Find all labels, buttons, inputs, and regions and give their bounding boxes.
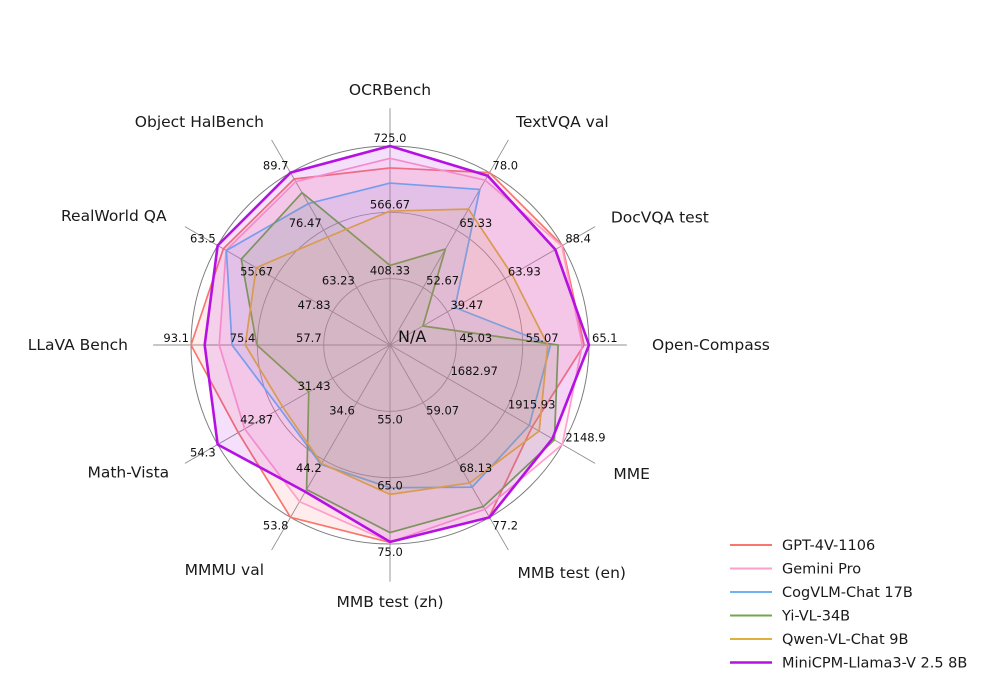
- tick-label: 45.03: [459, 331, 492, 345]
- tick-label: 88.4: [565, 232, 591, 246]
- series-fill: [241, 192, 559, 533]
- tick-label: 65.0: [377, 479, 403, 493]
- tick-label: 55.0: [377, 412, 403, 426]
- series-layer: [190, 144, 591, 544]
- tick-label: 65.1: [592, 331, 618, 345]
- series-cogvlm-chat-17b: [225, 182, 552, 489]
- tick-label: 89.7: [263, 159, 289, 173]
- legend: GPT-4V-1106 Gemini Pro CogVLM-Chat 17B Yi-V…: [730, 538, 967, 672]
- tick-label: 78.0: [493, 159, 519, 173]
- tick-label: 34.6: [329, 403, 355, 417]
- series-qwen-vl-chat-9b: [244, 208, 549, 496]
- series-fill: [204, 146, 589, 542]
- tick-label: 93.1: [163, 331, 189, 345]
- legend-label-5: MiniCPM-Llama3-V 2.5 8B: [782, 656, 967, 672]
- series-yi-vl-34b: [240, 191, 559, 534]
- axis-spoke-4: [389, 344, 596, 464]
- tick-label: 566.67: [370, 197, 410, 211]
- legend-label-2: CogVLM-Chat 17B: [782, 585, 913, 601]
- tick-label: 75.4: [230, 331, 256, 345]
- tick-label: 1915.93: [508, 397, 556, 411]
- tick-label: 44.2: [296, 461, 322, 475]
- axis-label-textvqa-val: TextVQA val: [515, 113, 609, 131]
- axis-label-math-vista: Math-Vista: [87, 464, 169, 482]
- tick-label: 408.33: [370, 264, 410, 278]
- axis-spoke-10: [184, 226, 391, 346]
- axis-label-layer: OCRBench TextVQA val DocVQA test Open-Compa…: [28, 81, 770, 611]
- tick-label: 55.67: [240, 265, 273, 279]
- axis-spoke-1: [389, 139, 509, 346]
- series-line: [240, 191, 559, 534]
- axis-spoke-8: [184, 344, 391, 464]
- axis-label-mmmu-val: MMMU val: [185, 561, 264, 579]
- axis-label-llava-bench: LLaVA Bench: [28, 336, 128, 354]
- series-fill: [226, 183, 551, 488]
- tick-label: 65.33: [459, 216, 492, 230]
- tick-label: 725.0: [374, 131, 407, 145]
- polar-grid: [153, 108, 627, 582]
- axis-label-realworld-qa: RealWorld QA: [61, 207, 167, 225]
- tick-label: 47.83: [298, 298, 331, 312]
- axis-label-mme: MME: [613, 465, 650, 483]
- tick-label: 63.5: [190, 232, 216, 246]
- tick-label: 57.7: [296, 331, 322, 345]
- tick-label: 55.07: [526, 331, 559, 345]
- axis-label-mmb-test-zh-: MMB test (zh): [336, 593, 443, 611]
- axis-label-ocrbench: OCRBench: [349, 81, 431, 99]
- tick-label: 31.43: [298, 379, 331, 393]
- tick-label: 63.23: [322, 274, 355, 288]
- series-fill: [245, 209, 548, 495]
- axis-label-open-compass: Open-Compass: [652, 336, 770, 354]
- tick-label: 53.8: [263, 518, 289, 532]
- tick-label: 75.0: [377, 545, 403, 559]
- series-line: [225, 182, 552, 489]
- legend-label-1: Gemini Pro: [782, 562, 861, 578]
- legend-label-0: GPT-4V-1106: [782, 538, 875, 554]
- tick-label-layer: 408.33 566.67 725.0 52.67 65.33 78.0 39.47 63.9…: [163, 131, 617, 559]
- tick-label: 59.07: [426, 403, 459, 417]
- tick-label: 68.13: [459, 461, 492, 475]
- axis-label-object-halbench: Object HalBench: [135, 113, 264, 131]
- series-line: [244, 208, 549, 496]
- axis-spoke-2: [389, 226, 596, 346]
- na-annotation: N/A: [398, 327, 426, 346]
- axis-spoke-11: [271, 139, 391, 346]
- tick-label: 54.3: [190, 446, 216, 460]
- tick-label: 1682.97: [450, 364, 498, 378]
- tick-label: 77.2: [493, 518, 519, 532]
- axis-spoke-7: [271, 344, 391, 551]
- tick-label: 76.47: [289, 216, 322, 230]
- series-line: [203, 144, 591, 544]
- axis-spoke-5: [389, 344, 509, 551]
- tick-label: 39.47: [450, 298, 483, 312]
- tick-label: 2148.9: [565, 431, 605, 445]
- axis-label-mmb-test-en-: MMB test (en): [518, 564, 626, 582]
- legend-label-4: Qwen-VL-Chat 9B: [782, 632, 908, 648]
- axis-label-docvqa-test: DocVQA test: [611, 209, 709, 227]
- legend-label-3: Yi-VL-34B: [781, 609, 850, 625]
- tick-label: 42.87: [240, 412, 273, 426]
- series-minicpm-llama3-v-2-5-8b: [203, 144, 591, 544]
- series-fill: [191, 167, 585, 543]
- tick-label: 63.93: [508, 265, 541, 279]
- tick-label: 52.67: [426, 274, 459, 288]
